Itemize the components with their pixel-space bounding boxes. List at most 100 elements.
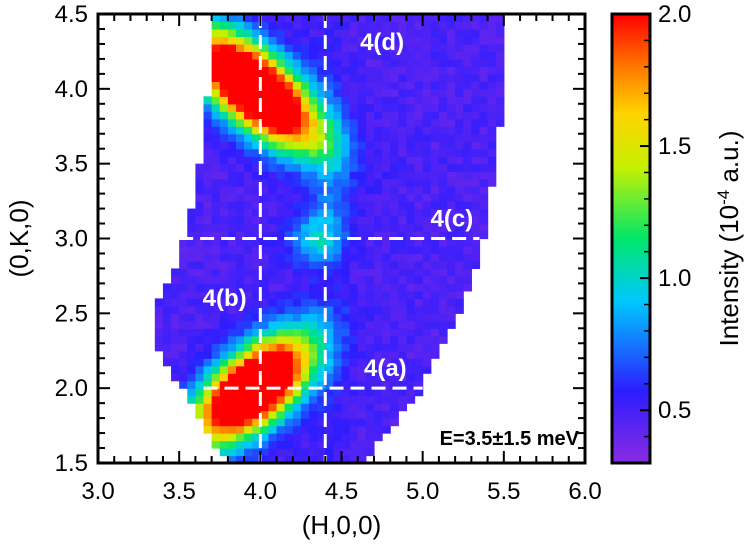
heatmap-cell [422, 163, 432, 172]
heatmap-cell [284, 380, 294, 389]
heatmap-cell [292, 81, 302, 90]
heatmap-cell [487, 141, 497, 150]
heatmap-cell [211, 335, 221, 344]
heatmap-cell [471, 156, 481, 165]
heatmap [154, 14, 505, 464]
heatmap-cell [487, 111, 497, 120]
heatmap-cell [227, 260, 237, 270]
heatmap-cell [414, 335, 424, 344]
heatmap-cell [252, 350, 261, 359]
heatmap-cell [187, 283, 196, 292]
heatmap-cell [382, 380, 391, 389]
heatmap-cell [422, 275, 432, 284]
heatmap-cell [300, 320, 310, 329]
heatmap-cell [471, 28, 481, 38]
heatmap-cell [333, 223, 343, 232]
heatmap-cell [284, 51, 294, 60]
heatmap-cell [219, 238, 229, 247]
heatmap-cell [268, 253, 278, 262]
heatmap-cell [211, 380, 221, 389]
heatmap-cell [203, 373, 213, 382]
heatmap-cell [390, 388, 399, 397]
heatmap-cell [284, 298, 294, 307]
heatmap-cell [235, 395, 245, 404]
heatmap-cell [227, 201, 237, 210]
heatmap-cell [479, 231, 489, 240]
heatmap-cell [495, 111, 505, 120]
heatmap-cell [284, 253, 294, 262]
heatmap-cell [382, 66, 391, 75]
heatmap-cell [333, 133, 343, 142]
heatmap-cell [390, 418, 399, 427]
heatmap-cell [471, 51, 481, 60]
heatmap-cell [463, 186, 472, 195]
heatmap-cell [244, 141, 253, 150]
heatmap-cell [406, 223, 416, 232]
heatmap-cell [447, 111, 456, 120]
heatmap-cell [187, 328, 196, 337]
heatmap-cell [317, 216, 326, 225]
heatmap-cell [479, 58, 489, 67]
heatmap-cell [406, 253, 416, 262]
heatmap-cell [195, 305, 205, 314]
heatmap-cell [309, 58, 318, 67]
heatmap-cell [309, 305, 318, 314]
heatmap-cell [325, 51, 334, 60]
heatmap-cell [227, 51, 237, 60]
heatmap-cell [382, 133, 391, 142]
heatmap-cell [317, 28, 326, 38]
heatmap-cell [398, 171, 408, 180]
heatmap-cell [365, 141, 375, 150]
heatmap-cell [211, 36, 221, 45]
heatmap-cell [325, 298, 334, 307]
heatmap-cell [252, 238, 261, 247]
heatmap-cell [317, 260, 326, 270]
heatmap-cell [430, 43, 440, 53]
heatmap-cell [455, 96, 464, 105]
heatmap-cell [260, 298, 270, 307]
heatmap-cell [219, 425, 229, 434]
heatmap-cell [365, 238, 375, 247]
heatmap-cell [406, 201, 416, 210]
heatmap-cell [244, 410, 253, 419]
heatmap-cell [284, 21, 294, 30]
heatmap-cell [203, 388, 213, 397]
heatmap-cell [373, 81, 383, 90]
heatmap-cell [227, 350, 237, 359]
heatmap-cell [187, 253, 196, 262]
heatmap-cell [341, 73, 351, 82]
heatmap-cell [268, 28, 278, 38]
heatmap-cell [195, 268, 205, 277]
heatmap-cell [325, 133, 334, 142]
heatmap-cell [317, 156, 326, 165]
heatmap-cell [414, 238, 424, 247]
heatmap-cell [349, 28, 359, 38]
heatmap-cell [341, 410, 351, 419]
heatmap-cell [252, 395, 261, 404]
heatmap-cell [414, 388, 424, 397]
heatmap-cell [382, 163, 391, 172]
heatmap-cell [422, 171, 432, 180]
heatmap-cell [455, 148, 464, 157]
heatmap-cell [284, 358, 294, 367]
heatmap-cell [341, 58, 351, 67]
heatmap-cell [300, 313, 310, 322]
heatmap-cell [365, 21, 375, 30]
heatmap-cell [463, 43, 472, 53]
heatmap-cell [300, 88, 310, 97]
heatmap-cell [398, 343, 408, 352]
heatmap-cell [268, 58, 278, 67]
heatmap-cell [244, 335, 253, 344]
heatmap-cell [179, 245, 188, 255]
heatmap-cell [300, 223, 310, 232]
heatmap-cell [382, 28, 391, 38]
heatmap-cell [309, 73, 318, 82]
heatmap-cell [390, 275, 399, 284]
heatmap-cell [382, 21, 391, 30]
heatmap-cell [365, 320, 375, 329]
heatmap-cell [195, 260, 205, 270]
heatmap-cell [317, 448, 326, 457]
heatmap-cell [398, 111, 408, 120]
heatmap-cell [333, 58, 343, 67]
heatmap-cell [325, 156, 334, 165]
